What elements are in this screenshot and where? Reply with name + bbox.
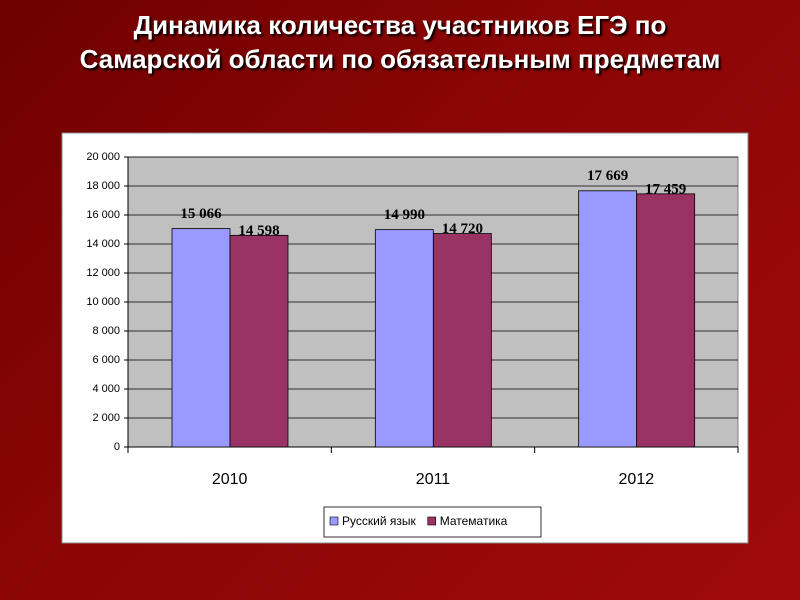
- y-tick-label: 12 000: [86, 267, 120, 279]
- value-label: 14 720: [442, 221, 483, 237]
- y-tick-label: 0: [114, 441, 120, 453]
- value-label: 14 598: [238, 223, 279, 239]
- legend-label: Математика: [440, 514, 508, 528]
- y-tick-label: 14 000: [86, 238, 120, 250]
- y-tick-label: 4 000: [92, 383, 120, 395]
- y-tick-label: 20 000: [86, 151, 120, 163]
- y-tick-label: 6 000: [92, 354, 120, 366]
- y-tick-label: 2 000: [92, 412, 120, 424]
- bar: [374, 229, 434, 448]
- legend-swatch: [427, 516, 437, 526]
- y-tick-label: 10 000: [86, 296, 120, 308]
- x-tick-label: 2011: [416, 471, 451, 488]
- value-label: 15 066: [180, 206, 222, 222]
- legend-label: Русский язык: [342, 514, 416, 528]
- bar: [578, 190, 638, 448]
- chart-title: Динамика количества участников ЕГЭ по Са…: [79, 10, 721, 74]
- value-label: 17 459: [645, 181, 686, 197]
- bar: [229, 234, 289, 448]
- y-tick-label: 16 000: [86, 209, 120, 221]
- x-tick-label: 2010: [212, 471, 248, 488]
- legend-swatch: [329, 516, 339, 526]
- bar: [171, 228, 231, 448]
- x-tick-label: 2012: [619, 471, 655, 488]
- y-tick-label: 8 000: [92, 325, 120, 337]
- value-label: 14 990: [384, 207, 425, 223]
- bar: [636, 193, 696, 448]
- bar: [432, 233, 492, 448]
- legend-box: [323, 506, 542, 538]
- value-label: 17 669: [587, 168, 628, 184]
- y-tick-label: 18 000: [86, 180, 120, 192]
